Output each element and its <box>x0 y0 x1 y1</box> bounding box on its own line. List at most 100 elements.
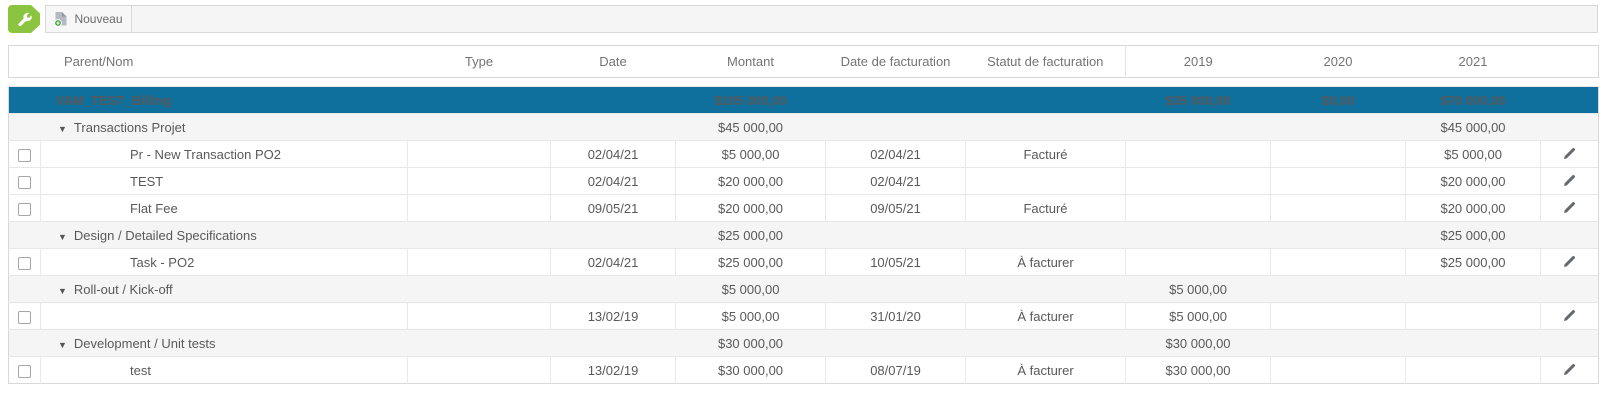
cell-2020 <box>1270 113 1406 141</box>
settings-wrench-button[interactable] <box>8 5 40 33</box>
table-row: Pr - New Transaction PO2 02/04/21 $5 000,0… <box>8 140 1599 168</box>
cell-2020 <box>1270 194 1407 222</box>
cell-name: TEST <box>40 167 409 195</box>
cell-montant: $30 000,00 <box>675 356 827 384</box>
header-row: Parent/Nom Type Date Montant Date de factura… <box>9 45 1599 78</box>
cell-date: 02/04/21 <box>550 248 677 276</box>
cell-billing-date: 31/01/20 <box>825 302 967 330</box>
cell-checkbox <box>8 140 41 168</box>
cell-2021: $25 000,00 <box>1405 221 1541 249</box>
summary-2021: $70 000,00 <box>1405 86 1541 114</box>
group-row: ▼ Development / Unit tests $30 000,00 $30 0… <box>8 329 1599 357</box>
cell-2019 <box>1125 113 1271 141</box>
group-row: ▼ Design / Detailed Specifications $25 000… <box>8 221 1599 249</box>
summary-2020: $0,00 <box>1270 86 1406 114</box>
edit-button[interactable] <box>1560 252 1579 271</box>
cell-2019: $5 000,00 <box>1125 302 1272 330</box>
cell-edit <box>1540 302 1599 330</box>
new-document-icon <box>54 12 67 27</box>
row-checkbox[interactable] <box>18 364 31 378</box>
group-label: Design / Detailed Specifications <box>73 227 257 243</box>
cell-montant: $25 000,00 <box>675 221 826 249</box>
cell-billing-status <box>965 221 1126 249</box>
cell-edit <box>1540 140 1599 168</box>
cell-2021 <box>1405 275 1541 303</box>
row-checkbox[interactable] <box>18 148 31 162</box>
table-row: Flat Fee 09/05/21 $20 000,00 09/05/21 Factur… <box>8 194 1599 222</box>
cell-checkbox <box>8 248 41 276</box>
group-toggle[interactable]: ▼ Roll-out / Kick-off <box>8 275 676 303</box>
pencil-icon <box>1564 201 1576 213</box>
pencil-icon <box>1564 174 1576 186</box>
cell-billing-status: Facturé <box>965 194 1127 222</box>
cell-2021: $25 000,00 <box>1405 248 1542 276</box>
cell-edit <box>1540 221 1599 249</box>
edit-button[interactable] <box>1560 360 1579 379</box>
cell-billing-status: À facturer <box>965 248 1127 276</box>
row-checkbox[interactable] <box>18 310 31 324</box>
cell-name: test <box>40 356 409 384</box>
cell-name: Flat Fee <box>40 194 409 222</box>
summary-name: VAM_TEST_Billing <box>8 86 408 114</box>
cell-edit <box>1540 248 1599 276</box>
cell-type <box>407 248 552 276</box>
collapse-arrow-icon[interactable]: ▼ <box>58 231 67 242</box>
summary-date <box>550 86 676 114</box>
pencil-icon <box>1564 147 1576 159</box>
cell-montant: $5 000,00 <box>675 140 827 168</box>
cell-billing-date <box>825 275 966 303</box>
column-header-edit <box>1541 46 1599 78</box>
row-checkbox[interactable] <box>18 202 31 216</box>
row-checkbox[interactable] <box>18 175 31 189</box>
cell-name: Task - PO2 <box>40 248 409 276</box>
cell-billing-date: 02/04/21 <box>825 167 967 195</box>
group-toggle[interactable]: ▼ Transactions Projet <box>8 113 676 141</box>
cell-2021 <box>1405 302 1542 330</box>
group-toggle[interactable]: ▼ Design / Detailed Specifications <box>8 221 676 249</box>
collapse-arrow-icon[interactable]: ▼ <box>58 339 67 350</box>
edit-button[interactable] <box>1560 144 1579 163</box>
summary-billing-status <box>965 86 1126 114</box>
edit-button[interactable] <box>1560 306 1579 325</box>
row-checkbox[interactable] <box>18 256 31 270</box>
cell-2021 <box>1405 356 1542 384</box>
cell-2021: $20 000,00 <box>1405 194 1542 222</box>
cell-edit <box>1540 113 1599 141</box>
table-row: TEST 02/04/21 $20 000,00 02/04/21 $20 000,00 <box>8 167 1599 195</box>
column-header-Parent/Nom: Parent/Nom <box>64 54 134 69</box>
group-label: Development / Unit tests <box>73 335 216 351</box>
collapse-arrow-icon[interactable]: ▼ <box>58 285 67 296</box>
group-toggle[interactable]: ▼ Development / Unit tests <box>8 329 676 357</box>
cell-montant: $5 000,00 <box>675 275 826 303</box>
cell-2019 <box>1125 194 1272 222</box>
grid-header-table: Parent/Nom Type Date Montant Date de factura… <box>8 45 1599 78</box>
cell-2021: $45 000,00 <box>1405 113 1541 141</box>
tab-nouveau[interactable]: Nouveau <box>46 6 132 32</box>
cell-billing-date: 08/07/19 <box>825 356 967 384</box>
table-row: Task - PO2 02/04/21 $25 000,00 10/05/21 À fa… <box>8 248 1599 276</box>
cell-2019: $5 000,00 <box>1125 275 1271 303</box>
cell-edit <box>1540 356 1599 384</box>
column-header-Date de facturation: Date de facturation <box>840 54 951 69</box>
tab-nouveau-label: Nouveau <box>74 12 123 26</box>
edit-button[interactable] <box>1560 198 1579 217</box>
cell-2019 <box>1125 248 1272 276</box>
cell-montant: $20 000,00 <box>675 194 827 222</box>
cell-edit <box>1540 329 1599 357</box>
cell-montant: $25 000,00 <box>675 248 827 276</box>
group-row: ▼ Transactions Projet $45 000,00 $45 000,00 <box>8 113 1599 141</box>
edit-button[interactable] <box>1560 171 1579 190</box>
cell-billing-status <box>965 113 1126 141</box>
grid-body-table: VAM_TEST_Billing $105 000,00 $35 000,00 $0,… <box>8 86 1600 384</box>
cell-2020 <box>1270 140 1407 168</box>
column-header-Statut de facturation: Statut de facturation <box>987 54 1104 69</box>
cell-date: 13/02/19 <box>550 302 677 330</box>
column-header-Type: Type <box>464 54 494 69</box>
cell-montant: $20 000,00 <box>675 167 827 195</box>
cell-2020 <box>1270 329 1406 357</box>
column-header-Date: Date <box>599 54 627 69</box>
cell-2020 <box>1270 167 1407 195</box>
collapse-arrow-icon[interactable]: ▼ <box>58 123 67 134</box>
cell-checkbox <box>8 356 41 384</box>
cell-2020 <box>1270 302 1407 330</box>
